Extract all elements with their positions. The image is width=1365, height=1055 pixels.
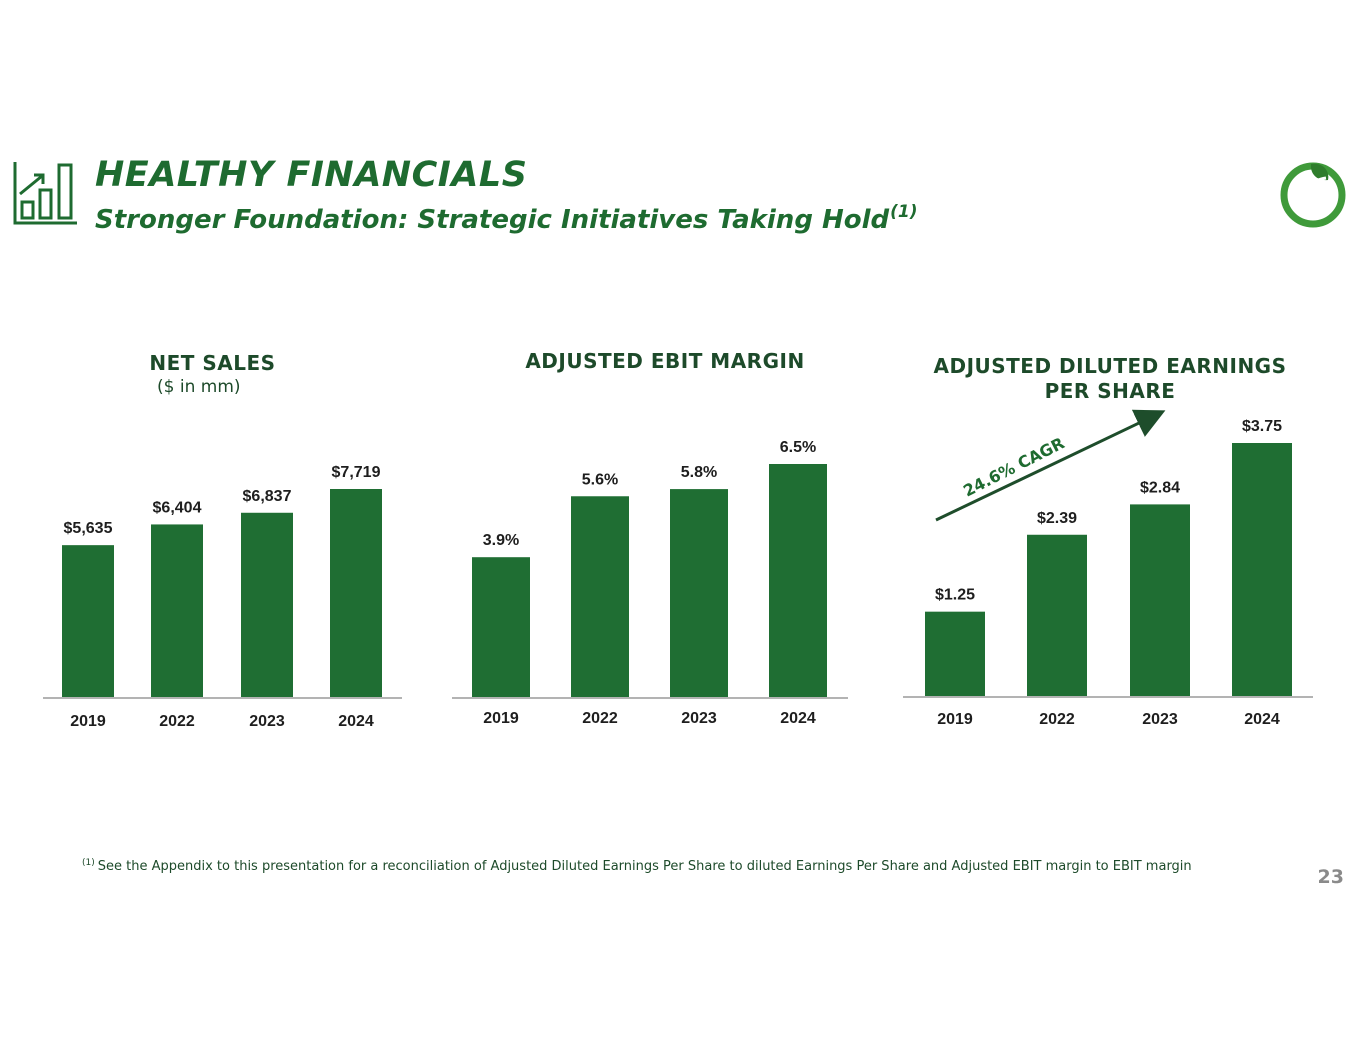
ebit-margin-value-label-2023: 5.8% [681,464,717,481]
cagr-annotation: 24.6% CAGR [935,409,1166,522]
subtitle-text: Stronger Foundation: Strategic Initiativ… [95,205,890,235]
eps-bar-2024 [1232,443,1292,696]
net-sales-x-label-2023: 2023 [249,713,285,730]
net-sales-value-label-2024: $7,719 [332,464,381,481]
ebit-margin-value-label-2019: 3.9% [483,532,519,549]
net-sales-x-label-2022: 2022 [159,713,195,730]
cagr-arrow [935,409,1166,522]
net-sales-bar-2024 [330,489,382,697]
bar-chart-growth-icon [13,162,77,225]
ebit-margin-x-label-2019: 2019 [483,710,519,727]
eps-x-label-2024: 2024 [1244,711,1280,728]
footnote-marker: (1) [82,858,95,868]
eps-value-label-2019: $1.25 [935,587,975,604]
eps-x-label-2023: 2023 [1142,711,1178,728]
ebit-margin-bar-2019 [472,557,530,697]
net-sales-subtitle: ($ in mm) [157,377,241,397]
net-sales-value-label-2022: $6,404 [153,499,202,516]
eps-bar-2023 [1130,504,1190,696]
ebit-margin-bar-2023 [670,489,728,697]
net-sales-bar-2022 [151,524,203,697]
eps-value-label-2022: $2.39 [1037,510,1077,527]
ebit-margin-bar-2024 [769,464,827,697]
page-title: HEALTHY FINANCIALS [95,155,528,195]
eps-title: ADJUSTED DILUTED EARNINGS PER SHARE [933,354,1287,403]
eps-chart: $1.25 2019 $2.39 2022 $2.84 2023 $3.75 2024 [903,418,1313,728]
footnote: (1) See the Appendix to this presentation… [82,858,1192,874]
net-sales-bar-2019 [62,545,114,697]
net-sales-bar-2023 [241,512,293,697]
net-sales-x-label-2019: 2019 [70,713,106,730]
net-sales-title: NET SALES [149,351,276,375]
ebit-margin-value-label-2024: 6.5% [780,439,816,456]
ebit-margin-value-label-2022: 5.6% [582,471,618,488]
eps-value-label-2024: $3.75 [1242,418,1282,435]
page-number: 23 [1317,866,1344,888]
net-sales-x-label-2024: 2024 [338,713,374,730]
cagr-label: 24.6% CAGR [960,433,1067,500]
ebit-margin-x-label-2024: 2024 [780,710,816,727]
eps-x-label-2022: 2022 [1039,711,1075,728]
eps-bar-2022 [1027,534,1087,696]
eps-x-label-2019: 2019 [937,711,973,728]
page-subtitle: Stronger Foundation: Strategic Initiativ… [95,202,918,235]
eps-value-label-2023: $2.84 [1140,479,1180,496]
subtitle-footnote-ref: (1) [890,202,918,222]
leaf-circle-logo [1280,162,1346,228]
ebit-margin-x-label-2022: 2022 [582,710,618,727]
net-sales-value-label-2023: $6,837 [243,488,292,505]
ebit-margin-x-label-2023: 2023 [681,710,717,727]
ebit-margin-bar-2022 [571,496,629,697]
ebit-margin-chart: 3.9% 2019 5.6% 2022 5.8% 2023 6.5% 2024 [452,439,848,727]
net-sales-value-label-2019: $5,635 [64,520,113,537]
footnote-text: See the Appendix to this presentation fo… [97,859,1192,874]
ebit-margin-title: ADJUSTED EBIT MARGIN [525,349,805,373]
eps-bar-2019 [925,611,985,696]
net-sales-chart: $5,635 2019 $6,404 2022 $6,837 2023 $7,719 2024 [43,464,402,730]
